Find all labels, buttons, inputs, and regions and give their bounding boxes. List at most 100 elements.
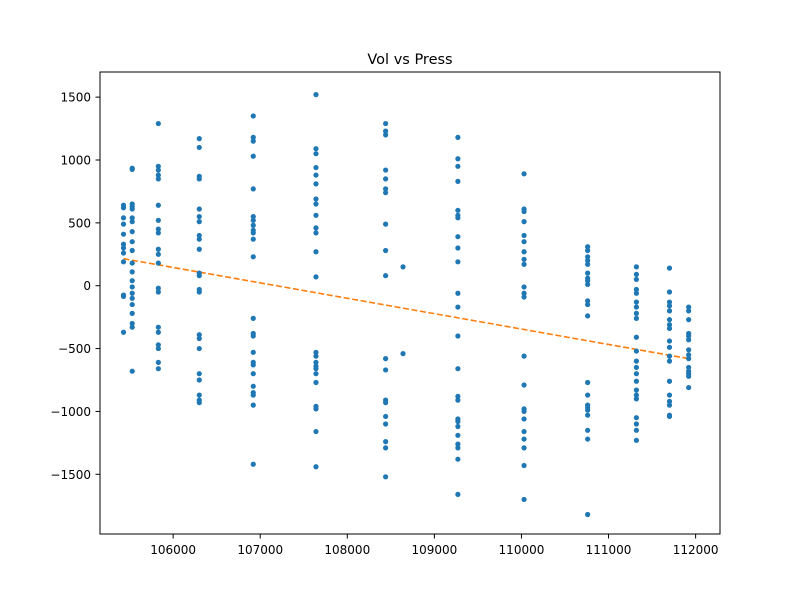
scatter-point	[585, 247, 591, 254]
scatter-point	[155, 120, 161, 127]
x-tick-label: 107000	[237, 543, 283, 557]
scatter-point	[250, 186, 256, 192]
scatter-point	[633, 427, 640, 433]
scatter-point	[521, 294, 527, 300]
scatter-point	[250, 213, 256, 220]
scatter-point	[250, 254, 256, 260]
scatter-point	[155, 329, 161, 335]
y-tick-label: −1500	[50, 468, 91, 482]
scatter-point	[633, 392, 640, 398]
scatter-point	[400, 351, 406, 357]
scatter-point	[455, 393, 461, 399]
scatter-point	[196, 392, 202, 398]
scatter-point	[666, 353, 673, 359]
scatter-point	[129, 269, 135, 275]
y-tick-label: 500	[68, 216, 91, 230]
scatter-point	[155, 366, 161, 372]
scatter-point	[313, 212, 319, 218]
scatter-point	[383, 186, 389, 192]
scatter-point	[666, 378, 673, 384]
scatter-point	[455, 432, 461, 438]
scatter-point	[155, 342, 161, 348]
scatter-point	[313, 353, 319, 359]
scatter-point	[585, 427, 591, 433]
scatter-point	[383, 356, 389, 362]
scatter-point	[250, 333, 256, 339]
scatter-point	[686, 352, 692, 358]
scatter-point	[585, 257, 591, 264]
scatter-point	[633, 364, 640, 371]
scatter-point	[120, 241, 127, 247]
scatter-point	[120, 250, 127, 256]
scatter-point	[521, 219, 527, 225]
scatter-point	[633, 315, 640, 321]
scatter-point	[313, 349, 319, 355]
scatter-point	[633, 371, 640, 377]
scatter-point	[521, 462, 527, 469]
scatter-point	[455, 207, 461, 213]
scatter-point	[250, 113, 256, 119]
scatter-point	[686, 317, 692, 323]
scatter-point	[129, 215, 135, 221]
scatter-point	[585, 412, 591, 418]
scatter-point	[383, 474, 389, 480]
scatter-point	[129, 320, 135, 327]
scatter-point	[250, 153, 256, 159]
scatter-point	[400, 264, 406, 270]
y-tick-label: −500	[58, 342, 91, 356]
scatter-point	[686, 308, 692, 314]
scatter-point	[155, 163, 161, 169]
scatter-point	[155, 202, 161, 208]
scatter-point	[521, 256, 527, 262]
scatter-point	[155, 167, 161, 173]
scatter-point	[250, 315, 256, 321]
scatter-point	[455, 491, 461, 497]
scatter-point	[155, 172, 161, 178]
scatter-point	[633, 396, 640, 402]
scatter-point	[383, 120, 389, 127]
scatter-point	[521, 249, 527, 255]
scatter-point	[383, 167, 389, 173]
scatter-point	[196, 335, 202, 342]
scatter-point	[521, 428, 527, 435]
scatter-point	[521, 445, 527, 451]
scatter-point	[633, 358, 640, 364]
scatter-point	[455, 366, 461, 372]
scatter-point	[250, 402, 256, 408]
scatter-point	[455, 304, 461, 310]
scatter-point	[633, 310, 640, 316]
scatter-point	[120, 329, 127, 335]
scatter-point	[666, 317, 673, 323]
scatter-point	[250, 236, 256, 242]
scatter-point	[155, 285, 161, 291]
scatter-point	[155, 251, 161, 257]
scatter-point	[120, 215, 127, 221]
scatter-point	[155, 345, 161, 352]
scatter-point	[383, 221, 389, 227]
scatter-point	[585, 261, 591, 267]
scatter-point	[155, 260, 161, 266]
scatter-point	[666, 308, 673, 314]
scatter-point	[250, 230, 256, 236]
scatter-point	[585, 313, 591, 319]
scatter-point	[455, 456, 461, 462]
scatter-point	[666, 358, 673, 364]
scatter-point	[313, 92, 319, 98]
scatter-point	[129, 324, 135, 330]
scatter-point	[313, 151, 319, 157]
scatter-point	[585, 407, 591, 413]
scatter-point	[666, 303, 673, 309]
scatter-point	[585, 244, 591, 250]
scatter-point	[455, 445, 461, 451]
scatter-point	[383, 273, 389, 279]
scatter-point	[521, 208, 527, 215]
scatter-point	[129, 310, 135, 316]
scatter-point	[313, 464, 319, 470]
scatter-point	[250, 392, 256, 398]
scatter-point	[196, 371, 202, 377]
scatter-point	[521, 408, 527, 415]
scatter-point	[155, 176, 161, 182]
scatter-point	[383, 413, 389, 420]
scatter-point	[155, 324, 161, 330]
scatter-point	[250, 362, 256, 368]
